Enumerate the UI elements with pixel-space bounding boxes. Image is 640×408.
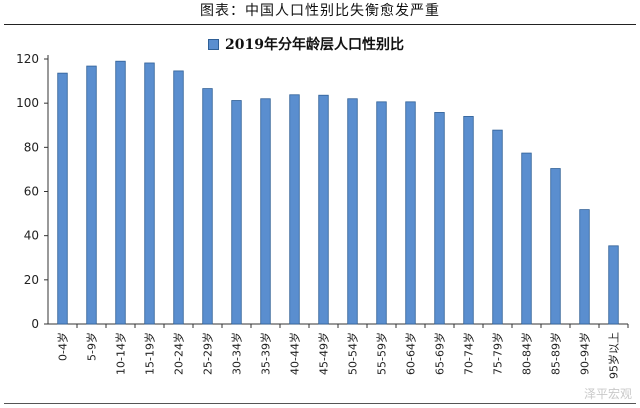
bar — [376, 101, 387, 325]
bar — [550, 168, 561, 325]
bar — [202, 88, 213, 325]
x-tick-label: 80-84岁 — [520, 332, 534, 375]
x-tick-label: 50-54岁 — [346, 332, 360, 375]
y-tick-label: 20 — [24, 273, 39, 287]
x-tick-label: 55-59岁 — [375, 332, 389, 375]
bar — [579, 209, 590, 325]
bar — [86, 65, 97, 325]
bar — [173, 70, 184, 325]
x-tick-label: 15-19岁 — [143, 332, 157, 375]
bar — [318, 94, 329, 325]
y-tick-label: 40 — [24, 229, 39, 243]
bar — [231, 100, 242, 325]
y-tick-label: 120 — [16, 52, 39, 66]
x-tick-label: 10-14岁 — [114, 332, 128, 375]
x-tick-label: 35-39岁 — [259, 332, 273, 375]
y-tick-label: 80 — [24, 140, 39, 154]
bar — [463, 116, 474, 325]
x-tick-label: 25-29岁 — [201, 332, 215, 375]
x-tick-label: 5-9岁 — [85, 332, 99, 361]
x-tick-label: 40-44岁 — [288, 332, 302, 375]
x-tick-label: 65-69岁 — [433, 332, 447, 375]
bar — [144, 62, 155, 325]
title-divider — [4, 24, 636, 25]
bar — [521, 152, 532, 325]
y-tick-label: 60 — [24, 185, 39, 199]
bar — [260, 98, 271, 325]
bar — [434, 112, 445, 325]
bar — [347, 98, 358, 325]
x-tick-label: 90-94岁 — [578, 332, 592, 375]
bottom-divider — [4, 403, 636, 404]
x-tick-label: 45-49岁 — [317, 332, 331, 375]
watermark: 泽平宏观 — [583, 387, 632, 401]
bar — [608, 245, 619, 325]
x-tick-label: 0-4岁 — [56, 332, 70, 361]
x-tick-label: 20-24岁 — [172, 332, 186, 375]
x-tick-label: 85-89岁 — [549, 332, 563, 375]
page-title: 图表：中国人口性别比失衡愈发严重 — [200, 3, 440, 19]
bar — [115, 60, 126, 325]
bar — [405, 101, 416, 325]
y-tick-label: 0 — [31, 317, 39, 331]
x-tick-label: 70-74岁 — [462, 332, 476, 375]
x-tick-label: 30-34岁 — [230, 332, 244, 375]
x-tick-label: 95岁以上 — [607, 332, 621, 379]
chart-legend: 2019年分年龄层人口性别比 — [208, 35, 404, 53]
bar — [492, 129, 503, 325]
legend-swatch — [208, 38, 219, 50]
chart-title: 2019年分年龄层人口性别比 — [225, 37, 404, 53]
bar — [57, 72, 68, 325]
bar — [289, 94, 300, 325]
x-tick-label: 60-64岁 — [404, 332, 418, 375]
x-tick-label: 75-79岁 — [491, 332, 505, 375]
y-tick-label: 100 — [16, 96, 39, 110]
